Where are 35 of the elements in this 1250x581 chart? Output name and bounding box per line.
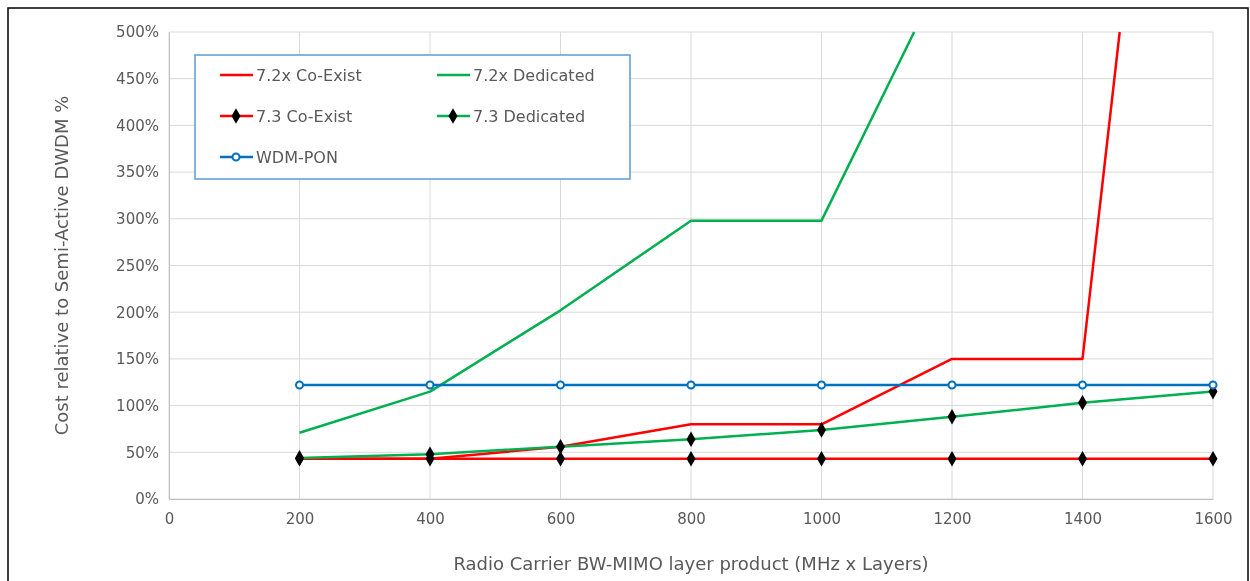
x-tick-label: 1400 <box>1063 509 1103 528</box>
y-tick-label: 500% <box>116 23 159 42</box>
y-tick-label: 300% <box>116 210 159 229</box>
y-tick-label: 0% <box>135 490 159 509</box>
y-tick-label: 250% <box>116 256 159 275</box>
x-tick-label: 400 <box>416 509 445 528</box>
legend-label: WDM-PON <box>256 148 338 167</box>
point <box>947 380 957 390</box>
point <box>556 380 565 390</box>
y-tick-label: 350% <box>116 163 159 182</box>
legend-label: 7.2x Dedicated <box>473 66 595 85</box>
y-tick-label: 50% <box>125 443 159 462</box>
legend-label: 7.3 Dedicated <box>473 107 586 126</box>
legend-label: 7.2x Co-Exist <box>256 66 362 85</box>
point <box>1208 380 1218 390</box>
y-tick-label: 150% <box>116 350 159 369</box>
y-tick-label: 400% <box>116 116 159 135</box>
y-tick-label: 200% <box>116 303 159 322</box>
x-tick-label: 200 <box>285 509 315 528</box>
y-axis-title: Cost relative to Semi-Active DWDM % <box>51 95 72 436</box>
y-tick-label: 100% <box>116 396 159 415</box>
point <box>1078 380 1087 390</box>
x-tick-label: 600 <box>546 509 576 528</box>
x-tick-label: 1000 <box>802 509 842 528</box>
point <box>686 380 696 390</box>
x-tick-label: 1200 <box>933 509 972 528</box>
legend-label: 7.3 Co-Exist <box>256 107 353 126</box>
x-tick-label: 800 <box>677 509 706 528</box>
point <box>295 380 304 390</box>
point <box>425 380 435 390</box>
x-tick-label: 1600 <box>1194 509 1233 528</box>
point <box>817 380 826 390</box>
x-tick-label: 0 <box>164 509 175 528</box>
y-tick-label: 450% <box>116 70 159 88</box>
x-axis-title: Radio Carrier BW-MIMO layer product (MHz x Layers) <box>453 553 929 574</box>
